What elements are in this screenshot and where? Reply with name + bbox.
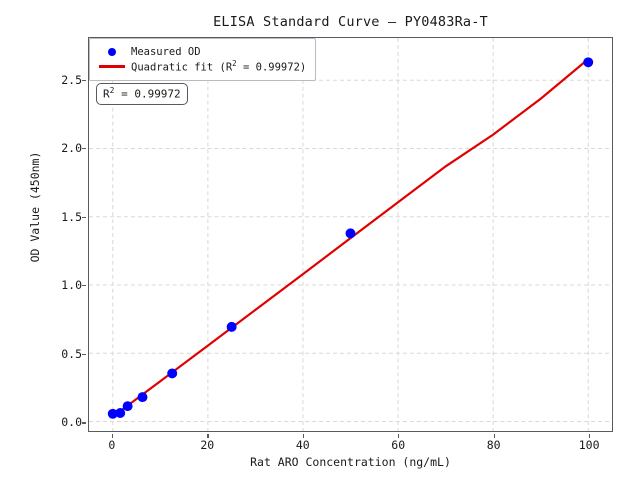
x-tick-label: 100 [578, 438, 600, 452]
legend-label-prefix: Quadratic fit (R [131, 61, 233, 74]
y-axis-title: OD Value (450nm) [28, 151, 42, 263]
y-axis-tick-labels: 0.0 0.5 1.0 1.5 2.0 2.5 [36, 37, 86, 432]
line-segment-icon [97, 65, 127, 68]
legend-item-quadratic-fit: Quadratic fit (R2 = 0.99972) [97, 59, 306, 74]
x-axis-title: Rat ARO Concentration (ng/mL) [250, 455, 451, 469]
y-tick-mark [82, 79, 86, 81]
r2-prefix: R [103, 87, 110, 101]
data-point [107, 408, 118, 419]
legend-item-measured-od: Measured OD [97, 44, 306, 59]
r2-suffix: = 0.99972 [114, 87, 181, 101]
y-tick-label: 2.5 [61, 72, 82, 87]
x-tick-mark [398, 434, 400, 438]
data-point [583, 57, 594, 68]
y-tick-mark [82, 353, 86, 355]
y-tick-label: 1.0 [61, 278, 82, 293]
r2-superscript: 2 [109, 86, 115, 95]
y-tick-label: 0.0 [61, 415, 82, 430]
data-point [137, 392, 148, 403]
x-tick-label: 60 [391, 438, 406, 452]
legend-item-label: Quadratic fit (R2 = 0.99972) [127, 59, 306, 74]
legend-item-label: Measured OD [131, 45, 201, 58]
y-tick-label: 2.0 [61, 141, 82, 156]
x-tick-label: 40 [295, 438, 310, 452]
y-tick-mark [82, 422, 86, 424]
data-point [345, 228, 356, 239]
x-tick-label: 20 [200, 438, 215, 452]
x-tick-mark [302, 434, 304, 438]
data-point [115, 408, 126, 418]
x-tick-mark [589, 434, 591, 438]
x-tick-label: 0 [108, 438, 116, 452]
y-tick-label: 1.5 [61, 209, 82, 224]
y-tick-mark [82, 148, 86, 150]
x-tick-mark [493, 434, 495, 438]
data-series-layer [107, 57, 594, 419]
data-point [167, 368, 178, 379]
r-squared-annotation: R2 = 0.99972 [96, 83, 188, 105]
x-tick-mark [111, 434, 114, 438]
data-point [226, 321, 237, 332]
x-axis-tick-labels: 0 20 40 60 80 100 [88, 434, 613, 456]
y-tick-label: 0.5 [61, 346, 82, 361]
x-tick-mark [207, 434, 209, 438]
y-tick-mark [82, 216, 86, 218]
x-tick-label: 80 [486, 438, 501, 452]
chart-legend: Measured OD Quadratic fit (R2 = 0.99972) [89, 38, 317, 81]
chart-title: ELISA Standard Curve – PY0483Ra-T [213, 14, 488, 30]
legend-label-superscript: 2 [232, 59, 237, 69]
y-tick-mark [82, 285, 86, 287]
marker-dot-icon [97, 47, 127, 56]
data-point [122, 401, 133, 412]
legend-label-suffix: = 0.99972) [236, 61, 307, 74]
